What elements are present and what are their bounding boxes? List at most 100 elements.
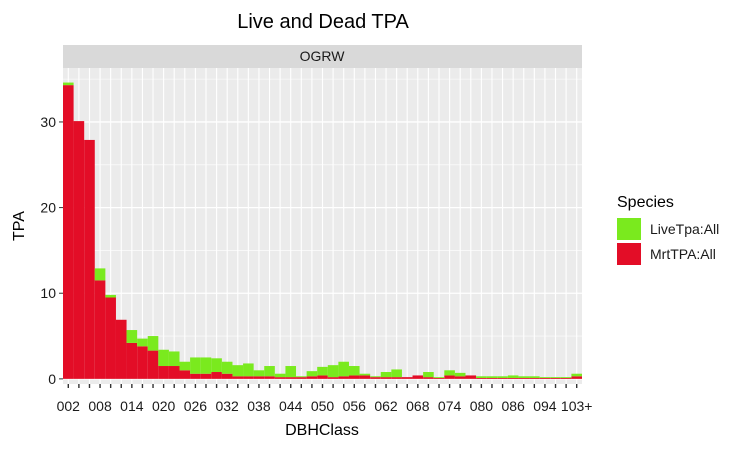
bar-mrt-010 [105, 297, 116, 379]
bar-mrt-103+ [571, 376, 582, 379]
bar-mrt-004 [73, 121, 85, 379]
bar-live-016 [137, 338, 148, 347]
bar-live-046 [296, 376, 307, 378]
bar-mrt-090 [529, 378, 540, 379]
bar-live-028 [200, 357, 212, 374]
legend-key-live [617, 218, 641, 240]
bar-live-042 [274, 373, 286, 378]
x-tick-label: 062 [374, 398, 398, 414]
bar-mrt-052 [327, 377, 339, 379]
x-tick-label: 044 [279, 398, 303, 414]
y-tick-label: 20 [40, 200, 56, 216]
x-tick-label: 056 [343, 398, 367, 414]
bar-live-070 [423, 372, 434, 378]
x-tick-label: 020 [152, 398, 176, 414]
bar-mrt-070 [423, 377, 434, 379]
bar-mrt-020 [158, 366, 169, 379]
bar-mrt-008 [94, 280, 106, 379]
bar-live-024 [179, 361, 191, 371]
y-tick-label: 0 [48, 371, 56, 387]
x-tick-label: 103+ [561, 398, 593, 414]
bar-live-020 [158, 349, 169, 367]
x-tick-label: 014 [120, 398, 144, 414]
bar-mrt-084 [497, 378, 508, 379]
bar-mrt-046 [296, 377, 307, 379]
bar-mrt-086 [507, 378, 519, 379]
bar-live-044 [285, 366, 297, 378]
bar-live-032 [221, 361, 233, 374]
bar-mrt-022 [168, 366, 180, 379]
x-tick-label: 094 [533, 398, 557, 414]
y-axis-title: TPA [11, 211, 28, 241]
bar-mrt-056 [348, 375, 360, 379]
bar-live-052 [327, 365, 339, 378]
bar-live-086 [507, 375, 519, 379]
bar-mrt-044 [285, 377, 297, 379]
x-tick-label: 086 [501, 398, 525, 414]
chart-title: Live and Dead TPA [237, 11, 409, 33]
x-tick-label: 074 [438, 398, 462, 414]
bar-mrt-016 [137, 346, 148, 379]
x-tick-label: 038 [247, 398, 271, 414]
bar-mrt-054 [338, 376, 349, 379]
bar-live-056 [348, 366, 360, 376]
bar-mrt-026 [190, 373, 201, 379]
x-tick-label: 032 [215, 398, 239, 414]
bar-mrt-088 [518, 378, 530, 379]
legend: Species LiveTpa:All MrtTPA:All [617, 194, 719, 265]
bar-mrt-034 [232, 376, 244, 379]
bar-mrt-066 [401, 377, 413, 379]
bar-mrt-006 [84, 139, 95, 379]
bar-live-074 [444, 370, 455, 376]
x-tick-label: 068 [406, 398, 430, 414]
bar-mrt-032 [221, 373, 233, 379]
bar-live-054 [338, 361, 349, 377]
x-tick-label: 002 [57, 398, 81, 414]
bar-live-082 [486, 376, 498, 379]
bar-live-030 [211, 358, 222, 373]
bar-live-002 [63, 82, 74, 86]
y-tick-label: 30 [40, 114, 56, 130]
bar-live-008 [94, 268, 106, 281]
y-tick-label: 10 [40, 285, 56, 301]
bar-live-097 [550, 377, 561, 379]
facet-label: OGRW [300, 48, 346, 64]
bar-live-094 [539, 377, 551, 379]
x-tick-label: 026 [184, 398, 208, 414]
bar-mrt-028 [200, 373, 212, 379]
bar-mrt-080 [476, 378, 487, 379]
y-axis: 0 10 20 30 [40, 114, 63, 387]
legend-label-live: LiveTpa:All [650, 221, 719, 237]
bar-live-080 [476, 376, 487, 379]
bar-mrt-097 [550, 378, 561, 379]
bar-mrt-036 [243, 376, 254, 379]
bar-mrt-068 [412, 375, 424, 379]
bar-live-100 [560, 377, 572, 379]
bar-mrt-024 [179, 370, 191, 379]
bar-mrt-072 [433, 378, 445, 379]
bar-live-103+ [571, 373, 582, 377]
bar-live-048 [306, 371, 318, 377]
bar-mrt-018 [147, 350, 159, 379]
bar-live-064 [391, 369, 402, 378]
bar-mrt-064 [391, 377, 402, 379]
bar-mrt-094 [539, 378, 551, 379]
bar-mrt-042 [274, 377, 286, 379]
bar-live-034 [232, 365, 244, 377]
bar-live-050 [317, 366, 328, 376]
bar-live-072 [433, 377, 445, 379]
bar-live-084 [497, 376, 508, 379]
bar-mrt-082 [486, 378, 498, 379]
x-axis: 002 008 014 020 026 032 038 044 050 056 062 068 074 0… [57, 384, 593, 414]
bar-live-090 [529, 376, 540, 379]
bar-live-018 [147, 336, 159, 351]
bar-live-022 [168, 351, 180, 367]
bar-mrt-038 [253, 376, 265, 379]
bar-mrt-048 [306, 376, 318, 379]
x-tick-label: 008 [88, 398, 112, 414]
bar-mrt-100 [560, 378, 572, 379]
bar-live-026 [190, 357, 201, 374]
bar-live-040 [264, 366, 275, 377]
bar-live-036 [243, 363, 254, 377]
